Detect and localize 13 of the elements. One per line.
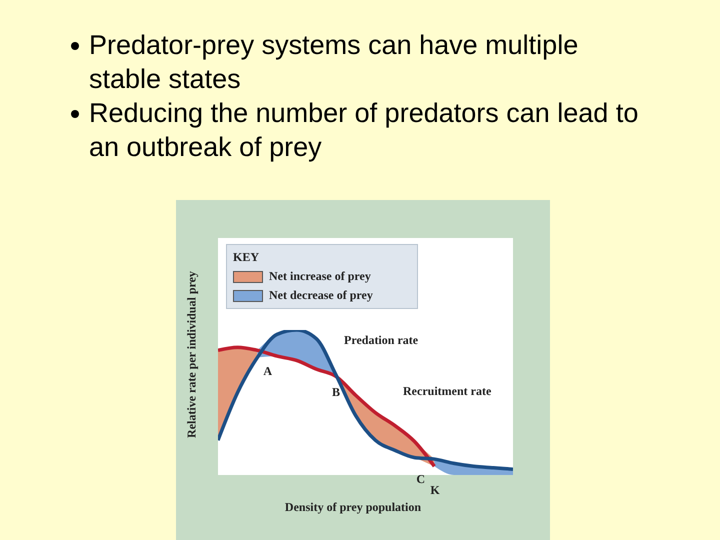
series-label: Predation rate [344,332,420,347]
annotation: C [416,472,425,488]
legend-label: Net increase of prey [269,268,371,285]
annotation: A [263,364,272,380]
legend-label: Net decrease of prey [269,287,373,304]
x-axis-title: Density of prey population [284,500,422,515]
y-axis-title: Relative rate per individual prey [184,270,200,440]
legend-title: KEY [233,249,260,266]
text: K [430,483,440,498]
chart-title: Predator-prey systems can have multiple stable states [89,29,580,96]
annotation: B [332,384,340,400]
chart-subtitle: Reducing the number of predators can lead to an outbreak of prey [89,97,640,164]
text: Recruitment rate [403,384,492,398]
